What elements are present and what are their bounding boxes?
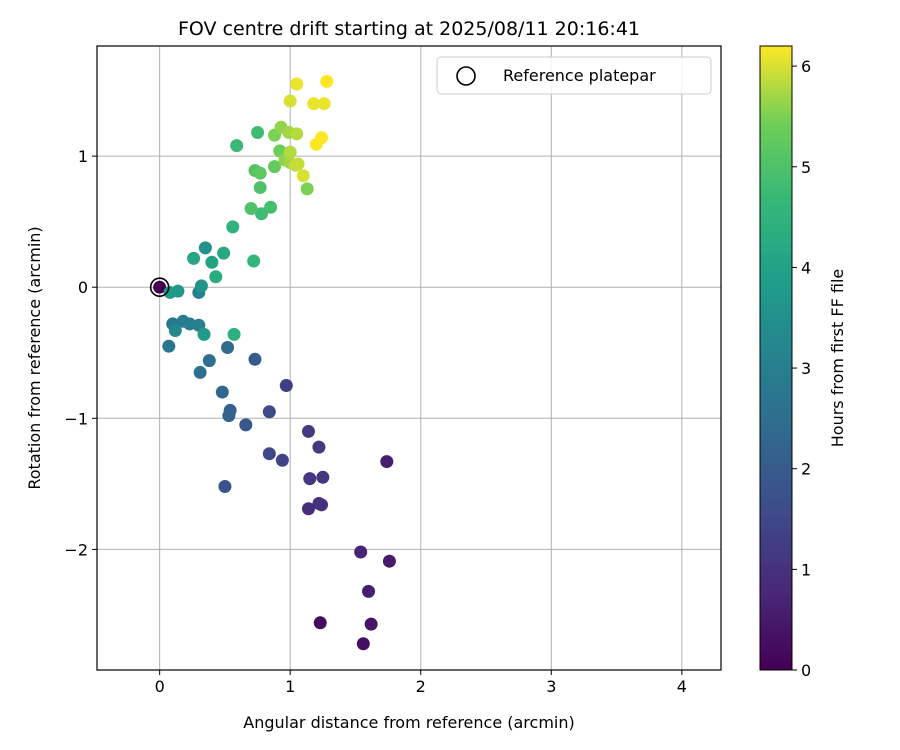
scatter-point bbox=[313, 616, 327, 630]
scatter-point bbox=[291, 157, 305, 171]
scatter-point bbox=[230, 139, 244, 153]
x-tick-label: 1 bbox=[285, 677, 295, 696]
scatter-point bbox=[187, 251, 201, 265]
scatter-point bbox=[380, 455, 394, 469]
scatter-point bbox=[316, 470, 330, 484]
scatter-point bbox=[290, 77, 304, 91]
scatter-point bbox=[364, 617, 378, 631]
scatter-point bbox=[239, 418, 253, 432]
y-tick-label: 1 bbox=[78, 147, 88, 166]
scatter-point bbox=[168, 323, 182, 337]
y-tick-label: −1 bbox=[64, 409, 88, 428]
scatter-point bbox=[301, 502, 315, 516]
scatter-point bbox=[226, 220, 240, 234]
scatter-point bbox=[248, 352, 262, 366]
scatter-point bbox=[354, 545, 368, 559]
colorbar-ticks: 0 1 2 3 4 5 6 bbox=[792, 57, 811, 680]
x-tick-label: 4 bbox=[677, 677, 687, 696]
plot-frame bbox=[96, 45, 722, 671]
scatter-point bbox=[283, 94, 297, 108]
scatter-point bbox=[153, 280, 167, 294]
y-tick-label: 0 bbox=[78, 278, 88, 297]
scatter-point bbox=[218, 479, 232, 493]
scatter-point bbox=[317, 97, 331, 111]
scatter-point bbox=[163, 285, 177, 299]
scatter-points bbox=[153, 74, 396, 651]
y-axis-label: Rotation from reference (arcmin) bbox=[25, 226, 44, 489]
scatter-point bbox=[312, 440, 326, 454]
scatter-point bbox=[312, 497, 326, 511]
scatter-point bbox=[362, 584, 376, 598]
grid bbox=[97, 46, 721, 670]
colorbar-tick-label: 1 bbox=[801, 560, 811, 579]
x-axis-label: Angular distance from reference (arcmin) bbox=[243, 713, 574, 732]
scatter-point bbox=[215, 385, 229, 399]
legend-entry-reference: Reference platepar bbox=[503, 66, 656, 85]
scatter-point bbox=[283, 145, 297, 159]
scatter-point bbox=[217, 246, 231, 260]
scatter-point bbox=[254, 207, 268, 221]
scatter-point bbox=[290, 127, 304, 141]
scatter-point bbox=[221, 341, 235, 355]
scatter-point bbox=[300, 182, 314, 196]
scatter-point bbox=[222, 409, 236, 423]
reference-layer bbox=[149, 277, 170, 298]
scatter-point bbox=[262, 447, 276, 461]
scatter-point bbox=[209, 270, 223, 284]
x-tick-label: 3 bbox=[546, 677, 556, 696]
scatter-point bbox=[356, 637, 370, 651]
colorbar-tick-label: 4 bbox=[801, 258, 811, 277]
scatter-point bbox=[253, 181, 267, 195]
colorbar-label: Hours from first FF file bbox=[828, 269, 847, 448]
scatter-point bbox=[198, 241, 212, 255]
scatter-point bbox=[227, 327, 241, 341]
colorbar-gradient bbox=[759, 45, 793, 671]
scatter-point bbox=[303, 472, 317, 486]
colorbar: 0 1 2 3 4 5 6 Hours from first FF file bbox=[759, 45, 847, 680]
scatter-point bbox=[202, 354, 216, 368]
reference-platepar-marker bbox=[149, 277, 170, 298]
scatter-point bbox=[162, 339, 176, 353]
scatter-point bbox=[279, 379, 293, 393]
legend-reference-marker bbox=[456, 66, 476, 86]
colorbar-tick-label: 6 bbox=[801, 57, 811, 76]
x-tick-label: 2 bbox=[416, 677, 426, 696]
scatter-point bbox=[193, 365, 207, 379]
y-tick-label: −2 bbox=[64, 540, 88, 559]
axis-ticks: 0 1 2 3 4 −2 −1 0 1 bbox=[64, 147, 687, 696]
colorbar-tick-label: 0 bbox=[801, 661, 811, 680]
scatter-point bbox=[382, 554, 396, 568]
legend: Reference platepar bbox=[436, 56, 712, 95]
scatter-point bbox=[301, 424, 315, 438]
chart-title: FOV centre drift starting at 2025/08/11 … bbox=[178, 18, 640, 40]
scatter-point bbox=[251, 126, 265, 140]
scatter-point bbox=[275, 453, 289, 467]
legend-box bbox=[436, 56, 712, 95]
x-tick-label: 0 bbox=[155, 677, 165, 696]
scatter-point bbox=[296, 169, 310, 183]
scatter-point bbox=[268, 160, 282, 174]
scatter-point bbox=[247, 254, 261, 268]
scatter-point bbox=[309, 137, 323, 151]
scatter-point bbox=[197, 327, 211, 341]
colorbar-tick-label: 5 bbox=[801, 158, 811, 177]
scatter-point bbox=[244, 202, 258, 216]
scatter-point bbox=[262, 405, 276, 419]
scatter-point bbox=[264, 200, 278, 214]
colorbar-tick-label: 2 bbox=[801, 460, 811, 479]
scatter-point bbox=[194, 279, 208, 293]
colorbar-tick-label: 3 bbox=[801, 359, 811, 378]
scatter-point bbox=[205, 255, 219, 269]
scatter-point bbox=[307, 97, 321, 111]
scatter-point bbox=[253, 166, 267, 180]
scatter-point bbox=[320, 74, 334, 88]
